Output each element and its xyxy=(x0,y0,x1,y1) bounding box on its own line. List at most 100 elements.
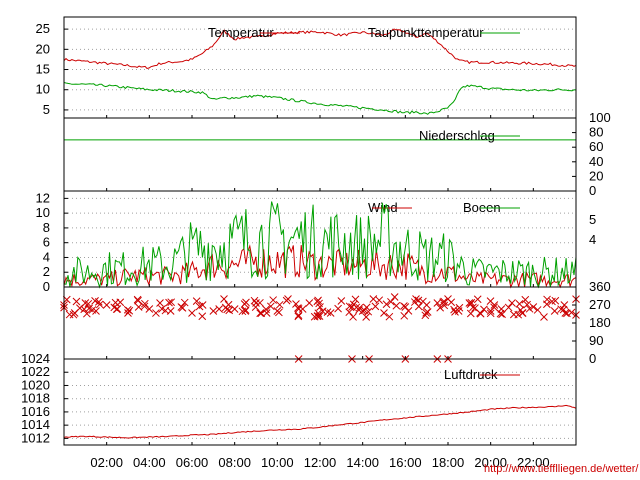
marker-stroke xyxy=(447,298,456,307)
x-tick-label: 18:00 xyxy=(432,455,465,470)
marker-stroke xyxy=(84,299,93,308)
series-line-taupunkttemperatur xyxy=(63,82,577,115)
marker-stroke xyxy=(523,300,531,309)
marker-stroke xyxy=(178,304,187,312)
source-url[interactable]: http://www.tiefflliegen.de/wetter/ xyxy=(484,463,639,475)
direction-marker xyxy=(215,305,223,313)
direction-marker xyxy=(294,312,303,321)
marker-stroke xyxy=(355,306,363,314)
marker-stroke xyxy=(369,295,378,303)
marker-stroke xyxy=(195,302,204,311)
marker-stroke xyxy=(476,309,485,318)
direction-marker xyxy=(250,296,259,305)
direction-marker xyxy=(88,306,97,314)
direction-marker xyxy=(152,309,160,317)
y-tick-label: 4 xyxy=(43,249,50,264)
marker-stroke xyxy=(364,307,373,316)
direction-marker xyxy=(486,309,495,318)
marker-stroke xyxy=(275,308,283,317)
direction-marker xyxy=(209,307,218,315)
marker-stroke xyxy=(349,313,357,321)
series-line-temperatur xyxy=(63,28,577,70)
y-tick-label: 25 xyxy=(36,21,50,36)
panel-frame xyxy=(63,16,577,119)
marker-stroke xyxy=(298,305,307,313)
marker-stroke xyxy=(550,307,559,315)
direction-marker xyxy=(195,302,204,311)
direction-marker xyxy=(567,308,576,317)
marker-stroke xyxy=(543,295,551,304)
series-line-wind xyxy=(63,244,577,289)
legend-label: Luftdruck xyxy=(444,367,498,382)
x-tick-label: 06:00 xyxy=(176,455,209,470)
direction-marker xyxy=(349,313,357,321)
direction-marker xyxy=(305,299,314,307)
direction-marker xyxy=(294,311,303,320)
direction-marker xyxy=(80,305,89,314)
marker-stroke xyxy=(95,300,104,309)
direction-marker xyxy=(220,295,228,303)
marker-stroke xyxy=(69,310,78,319)
direction-marker xyxy=(466,309,475,318)
y-tick-label: 10 xyxy=(36,82,50,97)
marker-stroke xyxy=(198,312,207,321)
marker-stroke xyxy=(560,301,569,309)
marker-stroke xyxy=(292,300,300,308)
marker-stroke xyxy=(112,305,121,314)
marker-stroke xyxy=(490,301,499,309)
y-tick-label: 1022 xyxy=(21,364,50,379)
direction-marker xyxy=(323,308,332,316)
marker-stroke xyxy=(422,301,431,309)
marker-stroke xyxy=(471,304,479,312)
marker-stroke xyxy=(269,296,278,304)
marker-stroke xyxy=(326,309,335,317)
marker-stroke xyxy=(315,312,324,320)
marker-stroke xyxy=(518,309,527,317)
direction-marker xyxy=(422,309,431,317)
direction-marker xyxy=(369,295,378,303)
y-tick-label: 80 xyxy=(589,125,603,140)
direction-marker xyxy=(292,300,300,308)
marker-stroke xyxy=(180,298,189,307)
marker-stroke xyxy=(521,295,530,304)
marker-stroke xyxy=(80,305,89,314)
direction-marker xyxy=(362,313,371,321)
marker-stroke xyxy=(111,298,120,307)
marker-stroke xyxy=(525,304,534,313)
y-tick-label: 0 xyxy=(589,351,596,366)
marker-stroke xyxy=(496,309,505,318)
direction-marker xyxy=(156,299,164,307)
marker-stroke xyxy=(230,305,239,313)
direction-marker xyxy=(282,296,291,305)
direction-marker xyxy=(257,309,266,318)
direction-marker xyxy=(540,313,548,321)
marker-stroke xyxy=(85,304,93,313)
y-tick-label: 20 xyxy=(589,168,603,183)
direction-marker xyxy=(266,302,275,311)
marker-stroke xyxy=(220,295,228,303)
direction-marker xyxy=(140,299,149,308)
direction-marker xyxy=(125,306,134,315)
marker-stroke xyxy=(451,308,459,316)
marker-stroke xyxy=(561,309,570,317)
marker-stroke xyxy=(282,296,291,305)
marker-stroke xyxy=(313,312,322,320)
marker-stroke xyxy=(557,305,565,314)
direction-marker xyxy=(198,312,207,321)
direction-marker xyxy=(523,300,531,309)
marker-stroke xyxy=(490,303,498,312)
direction-marker xyxy=(436,303,445,312)
y-tick-label: 15 xyxy=(36,62,50,77)
direction-marker xyxy=(385,312,394,321)
marker-stroke xyxy=(529,303,538,311)
marker-stroke xyxy=(82,309,91,318)
direction-marker xyxy=(178,304,187,312)
x-tick-label: 08:00 xyxy=(218,455,251,470)
direction-marker xyxy=(294,304,302,312)
y-tick-label: 8 xyxy=(43,220,50,235)
marker-stroke xyxy=(508,299,516,307)
marker-stroke xyxy=(375,296,384,305)
marker-stroke xyxy=(414,302,423,311)
direction-marker xyxy=(298,305,307,313)
